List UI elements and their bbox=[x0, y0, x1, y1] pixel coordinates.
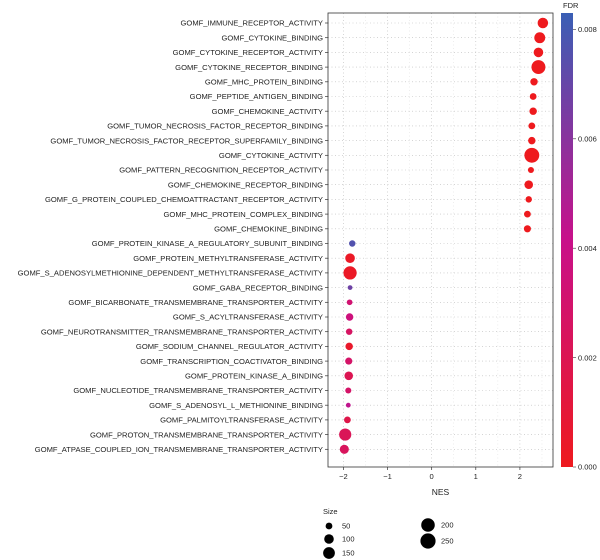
x-tick-label: 1 bbox=[474, 472, 478, 481]
data-point bbox=[524, 210, 531, 218]
data-point bbox=[531, 60, 546, 75]
data-point bbox=[343, 266, 357, 280]
y-tick-label: GOMF_IMMUNE_RECEPTOR_ACTIVITY bbox=[181, 19, 323, 28]
data-point bbox=[339, 444, 349, 454]
y-tick-label: GOMF_S_ADENOSYLMETHIONINE_DEPENDENT_METH… bbox=[18, 269, 323, 278]
size-legend-circle bbox=[325, 522, 333, 530]
y-tick-label: GOMF_S_ADENOSYL_L_METHIONINE_BINDING bbox=[149, 401, 323, 410]
y-tick-label: GOMF_G_PROTEIN_COUPLED_CHEMOATTRACTANT_R… bbox=[45, 195, 323, 204]
data-point bbox=[530, 78, 538, 86]
y-tick-label: GOMF_TUMOR_NECROSIS_FACTOR_RECEPTOR_SUPE… bbox=[50, 136, 323, 145]
data-point bbox=[524, 180, 534, 189]
fdr-tick-label: 0.000 bbox=[578, 463, 597, 472]
data-point bbox=[347, 285, 353, 290]
fdr-tick-label: 0.008 bbox=[578, 25, 597, 34]
data-point bbox=[345, 402, 351, 408]
y-tick-label: GOMF_S_ACYLTRANSFERASE_ACTIVITY bbox=[173, 313, 323, 322]
y-tick-label: GOMF_MHC_PROTEIN_COMPLEX_BINDING bbox=[164, 210, 324, 219]
size-legend-label: 250 bbox=[441, 537, 454, 546]
size-legend-label: 150 bbox=[342, 549, 355, 558]
y-tick-label: GOMF_CYTOKINE_BINDING bbox=[221, 33, 323, 42]
size-legend-circle bbox=[420, 533, 436, 549]
data-point bbox=[524, 147, 540, 163]
data-point bbox=[345, 342, 353, 351]
y-tick-label: GOMF_CHEMOKINE_ACTIVITY bbox=[212, 107, 323, 116]
data-point bbox=[344, 371, 354, 381]
fdr-tick-label: 0.002 bbox=[578, 353, 597, 362]
data-point bbox=[344, 416, 351, 424]
y-tick-label: GOMF_TRANSCRIPTION_COACTIVATOR_BINDING bbox=[140, 357, 323, 366]
data-point bbox=[339, 428, 352, 441]
y-tick-labels: GOMF_IMMUNE_RECEPTOR_ACTIVITY GOMF_CYTOKI… bbox=[18, 19, 328, 454]
x-tick-label: 2 bbox=[518, 472, 522, 481]
y-tick-label: GOMF_PATTERN_RECOGNITION_RECEPTOR_ACTIVI… bbox=[119, 166, 323, 175]
data-point bbox=[528, 122, 536, 130]
size-legend-circle bbox=[323, 547, 335, 559]
fdr-gradient-bar bbox=[561, 13, 573, 467]
data-point bbox=[346, 299, 353, 306]
y-tick-label: GOMF_PEPTIDE_ANTIGEN_BINDING bbox=[190, 92, 323, 101]
fdr-colorbar: FDR 0.000 0.002 0.004 0.006 0.008 bbox=[561, 1, 597, 472]
x-axis: −2 −1 0 1 2 bbox=[339, 467, 522, 481]
data-point bbox=[529, 107, 537, 115]
fdr-tick-label: 0.004 bbox=[578, 244, 597, 253]
data-point bbox=[349, 240, 356, 247]
data-point bbox=[523, 225, 531, 233]
data-point bbox=[533, 47, 544, 58]
y-tick-label: GOMF_CYTOKINE_RECEPTOR_BINDING bbox=[175, 63, 323, 72]
size-legend-title: Size bbox=[323, 507, 338, 516]
y-tick-label: GOMF_CHEMOKINE_RECEPTOR_BINDING bbox=[168, 180, 323, 189]
data-point bbox=[345, 328, 353, 335]
data-point bbox=[525, 196, 532, 203]
y-tick-label: GOMF_PALMITOYLTRANSFERASE_ACTIVITY bbox=[160, 416, 323, 425]
data-points bbox=[339, 17, 549, 454]
y-tick-label: GOMF_SODIUM_CHANNEL_REGULATOR_ACTIVITY bbox=[136, 342, 323, 351]
x-tick-label: 0 bbox=[430, 472, 434, 481]
data-point bbox=[528, 136, 536, 145]
plot-panel bbox=[327, 12, 554, 468]
y-tick-label: GOMF_NEUROTRANSMITTER_TRANSMEMBRANE_TRAN… bbox=[41, 327, 323, 336]
y-tick-label: GOMF_TUMOR_NECROSIS_FACTOR_RECEPTOR_BIND… bbox=[107, 122, 323, 131]
y-tick-label: GOMF_BICARBONATE_TRANSMEMBRANE_TRANSPORT… bbox=[68, 298, 323, 307]
y-tick-label: GOMF_MHC_PROTEIN_BINDING bbox=[205, 78, 323, 87]
size-legend-circle bbox=[324, 534, 334, 544]
size-legend-circle bbox=[421, 518, 435, 532]
y-tick-label: GOMF_GABA_RECEPTOR_BINDING bbox=[193, 283, 323, 292]
y-tick-label: GOMF_CYTOKINE_RECEPTOR_ACTIVITY bbox=[173, 48, 323, 57]
size-legend-label: 50 bbox=[342, 522, 350, 531]
y-tick-label: GOMF_PROTON_TRANSMEMBRANE_TRANSPORTER_AC… bbox=[90, 430, 323, 439]
size-legend: Size 50 100 150 200 250 bbox=[323, 507, 454, 559]
size-legend-label: 100 bbox=[342, 535, 355, 544]
y-tick-label: GOMF_PROTEIN_METHYLTRANSFERASE_ACTIVITY bbox=[133, 254, 323, 263]
data-point bbox=[537, 17, 549, 29]
data-point bbox=[345, 357, 353, 365]
data-point bbox=[345, 253, 355, 263]
size-legend-label: 200 bbox=[441, 521, 454, 530]
data-point bbox=[345, 313, 354, 321]
data-point bbox=[529, 93, 537, 100]
y-tick-label: GOMF_PROTEIN_KINASE_A_REGULATORY_SUBUNIT… bbox=[92, 239, 323, 248]
y-tick-label: GOMF_CHEMOKINE_BINDING bbox=[214, 225, 323, 234]
y-tick-label: GOMF_CYTOKINE_ACTIVITY bbox=[219, 151, 323, 160]
grid bbox=[328, 13, 553, 467]
data-point bbox=[534, 32, 546, 44]
y-tick-label: GOMF_PROTEIN_KINASE_A_BINDING bbox=[185, 372, 323, 381]
x-axis-title: NES bbox=[432, 487, 450, 497]
y-tick-label: GOMF_ATPASE_COUPLED_ION_TRANSMEMBRANE_TR… bbox=[35, 445, 323, 454]
data-point bbox=[527, 166, 534, 174]
data-point bbox=[345, 387, 352, 394]
fdr-tick-label: 0.006 bbox=[578, 135, 597, 144]
x-tick-label: −2 bbox=[339, 472, 348, 481]
y-tick-label: GOMF_NUCLEOTIDE_TRANSMEMBRANE_TRANSPORTE… bbox=[73, 386, 323, 395]
fdr-legend-title: FDR bbox=[563, 1, 579, 10]
x-tick-label: −1 bbox=[383, 472, 392, 481]
